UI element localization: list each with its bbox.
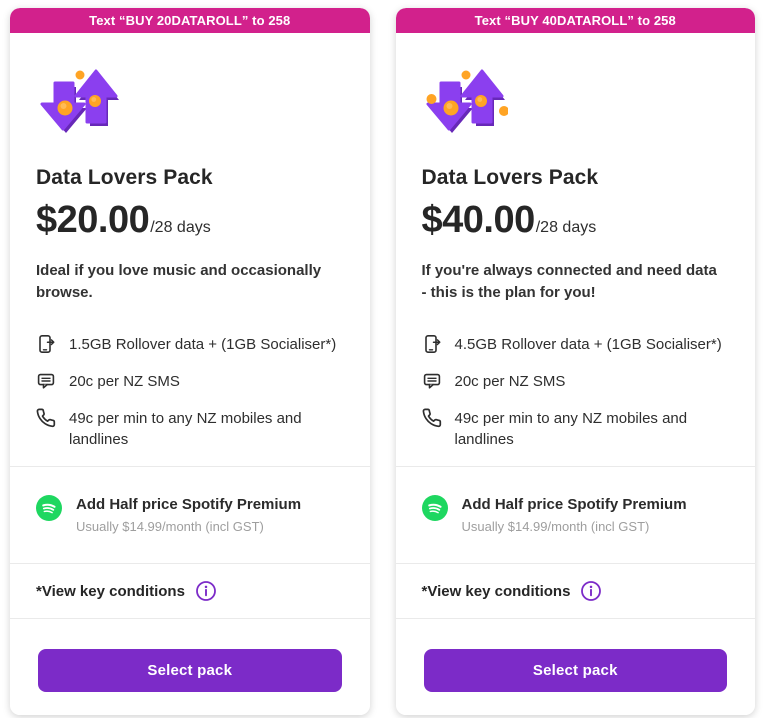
price-amount: $40.00 (421, 199, 536, 241)
plan-price: $20.00 /28 days (36, 199, 344, 242)
info-icon[interactable] (195, 580, 217, 602)
addon-text: Add Half price Spotify Premium Usually $… (462, 495, 687, 535)
phone-icon (422, 408, 441, 428)
feature-sms: 20c per NZ SMS (36, 371, 344, 392)
feature-list: 4.5GB Rollover data + (1GB Socialiser*) … (422, 334, 730, 450)
feature-text: 1.5GB Rollover data + (1GB Socialiser*) (69, 336, 337, 353)
plan-details-section: Data Lovers Pack $20.00 /28 days Ideal i… (10, 33, 370, 467)
feature-text: 4.5GB Rollover data + (1GB Socialiser*) (454, 336, 722, 353)
plan-card-20dataroll: Text “BUY 20DATAROLL” to 258 Data Lovers… (10, 8, 370, 715)
feature-data: 4.5GB Rollover data + (1GB Socialiser*) (422, 334, 730, 355)
addon-subtitle: Usually $14.99/month (incl GST) (461, 519, 650, 534)
data-arrows-icon (426, 69, 508, 135)
data-arrows-icon (40, 69, 121, 135)
plan-description: If you're always connected and need data… (421, 262, 717, 301)
plan-title: Data Lovers Pack (36, 166, 213, 189)
card-body: Data Lovers Pack $20.00 /28 days Ideal i… (10, 33, 370, 715)
plan-title: Data Lovers Pack (421, 166, 599, 189)
info-icon[interactable] (580, 580, 602, 602)
spotify-addon-row[interactable]: Add Half price Spotify Premium Usually $… (395, 467, 755, 564)
feature-text: 20c per NZ SMS (69, 373, 180, 390)
view-key-conditions-link[interactable]: *View key conditions (395, 564, 755, 619)
plan-card-40dataroll: Text “BUY 40DATAROLL” to 258 Data Lovers… (395, 8, 756, 715)
price-amount: $20.00 (36, 199, 150, 241)
feature-text: 20c per NZ SMS (454, 373, 566, 390)
sms-icon (423, 373, 440, 389)
addon-text: Add Half price Spotify Premium Usually $… (76, 495, 301, 535)
feature-data: 1.5GB Rollover data + (1GB Socialiser*) (36, 334, 344, 355)
sms-purchase-banner: Text “BUY 40DATAROLL” to 258 (395, 8, 755, 33)
phone-icon (36, 408, 56, 428)
select-pack-button[interactable]: Select pack (38, 649, 342, 692)
spotify-icon (36, 495, 62, 521)
feature-text: 49c per min to any NZ mobiles and landli… (454, 410, 688, 448)
plan-details-section: Data Lovers Pack $40.00 /28 days If you'… (395, 33, 755, 467)
feature-list: 1.5GB Rollover data + (1GB Socialiser*) … (36, 334, 344, 450)
button-section: Select pack (396, 619, 756, 715)
feature-calls: 49c per min to any NZ mobiles and landli… (36, 408, 344, 450)
spotify-addon-row[interactable]: Add Half price Spotify Premium Usually $… (10, 467, 370, 564)
plan-description: Ideal if you love music and occasionally… (36, 262, 322, 301)
mobile-data-icon (424, 334, 441, 354)
select-pack-button[interactable]: Select pack (423, 649, 727, 692)
feature-sms: 20c per NZ SMS (422, 371, 730, 392)
mobile-data-icon (39, 334, 55, 354)
sms-icon (37, 373, 55, 389)
plan-price: $40.00 /28 days (422, 199, 730, 242)
price-period: /28 days (150, 219, 211, 236)
conditions-label: *View key conditions (421, 582, 571, 600)
view-key-conditions-link[interactable]: *View key conditions (10, 564, 370, 619)
feature-calls: 49c per min to any NZ mobiles and landli… (422, 408, 730, 450)
addon-title: Add Half price Spotify Premium (461, 496, 687, 513)
price-period: /28 days (535, 219, 597, 236)
spotify-icon (421, 495, 448, 521)
conditions-label: *View key conditions (36, 582, 185, 600)
feature-text: 49c per min to any NZ mobiles and landli… (69, 410, 302, 448)
card-body: Data Lovers Pack $40.00 /28 days If you'… (395, 33, 756, 715)
addon-title: Add Half price Spotify Premium (76, 496, 302, 513)
sms-purchase-banner: Text “BUY 20DATAROLL” to 258 (10, 8, 370, 33)
addon-subtitle: Usually $14.99/month (incl GST) (76, 519, 264, 534)
button-section: Select pack (10, 619, 370, 715)
